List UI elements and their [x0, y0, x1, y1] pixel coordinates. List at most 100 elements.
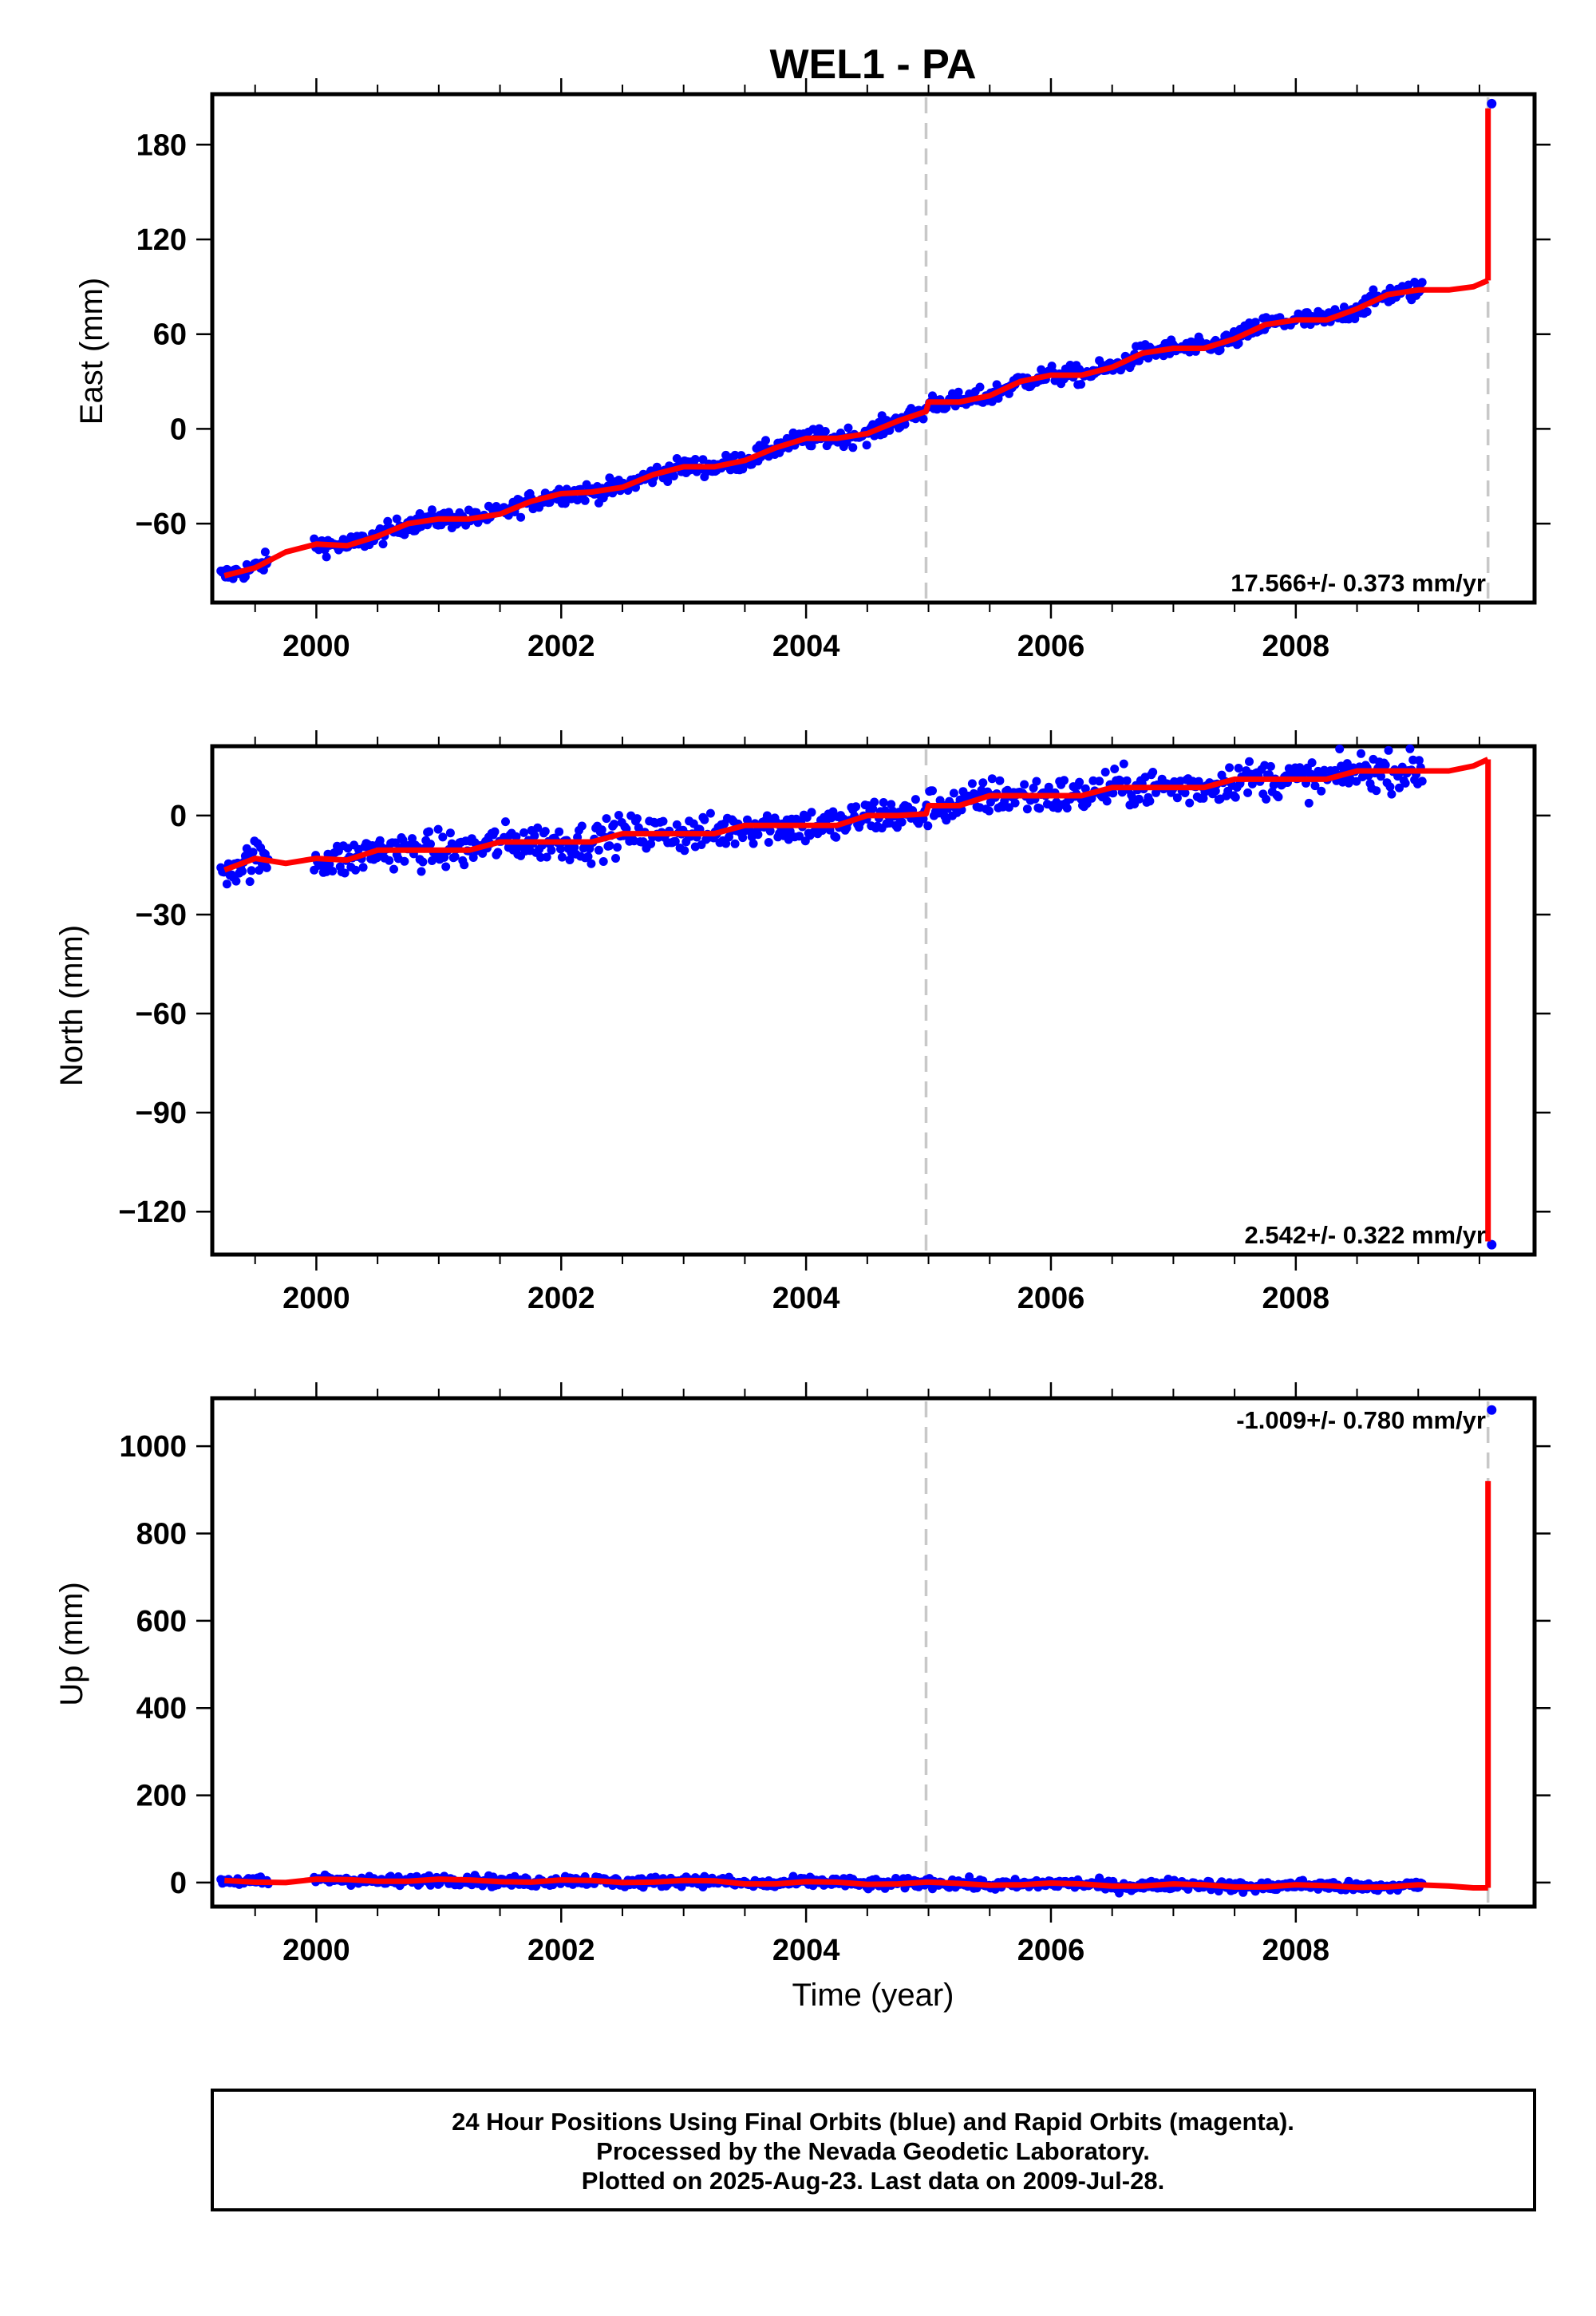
data-point	[832, 832, 841, 842]
y-tick-label: −60	[136, 998, 187, 1031]
data-point	[698, 455, 708, 464]
y-tick-label: 400	[136, 1692, 187, 1725]
data-point	[730, 839, 740, 848]
data-point	[613, 843, 622, 852]
data-point	[761, 436, 770, 445]
data-point	[862, 441, 871, 450]
outlier-point	[1487, 1405, 1497, 1415]
data-point	[918, 414, 928, 424]
data-point	[611, 854, 620, 863]
data-point	[1134, 794, 1144, 804]
outlier-point	[1487, 98, 1497, 109]
model-trend-line	[223, 278, 1490, 579]
data-point	[1010, 798, 1020, 808]
x-tick-label: 2002	[527, 1282, 595, 1315]
data-point	[1180, 788, 1190, 797]
data-point	[658, 816, 668, 826]
data-point	[512, 832, 521, 841]
data-point	[1145, 796, 1155, 806]
footer-box: 24 Hour Positions Using Final Orbits (bl…	[211, 2089, 1536, 2211]
y-tick-label: 1000	[119, 1430, 187, 1464]
data-point	[670, 836, 680, 846]
data-point	[1372, 786, 1381, 796]
data-point	[1417, 777, 1427, 786]
data-point	[438, 832, 448, 842]
data-point	[1152, 788, 1160, 797]
data-point	[1172, 793, 1182, 803]
data-point	[1384, 745, 1393, 755]
data-point	[874, 417, 883, 427]
y-tick-label: −90	[136, 1097, 187, 1130]
data-point	[1352, 777, 1361, 786]
up-panel: Up (mm) 2000 2002 2004 2006 2008 0 200 400 600 80…	[54, 1382, 1551, 1967]
data-point	[358, 863, 368, 872]
data-point	[555, 827, 564, 836]
data-point	[372, 853, 381, 863]
x-tick-label: 2008	[1262, 1934, 1330, 1967]
data-point	[417, 867, 426, 876]
data-point	[493, 848, 503, 857]
data-point	[1108, 788, 1118, 798]
data-point	[949, 788, 958, 798]
data-point	[238, 867, 247, 876]
x-tick-label: 2004	[772, 1934, 840, 1967]
data-point	[1060, 776, 1069, 785]
data-point	[565, 856, 575, 864]
x-tick-label: 2006	[1017, 1282, 1085, 1315]
data-point	[516, 512, 526, 522]
data-point	[1122, 776, 1132, 785]
data-point	[672, 820, 681, 829]
data-point	[1020, 780, 1029, 789]
data-point	[542, 852, 551, 862]
x-tick-label: 2008	[1262, 630, 1330, 663]
data-point	[231, 876, 241, 886]
model-trend-line	[224, 1876, 1488, 1891]
data-point	[400, 856, 409, 866]
data-point	[602, 814, 611, 824]
data-point	[605, 841, 614, 851]
data-point	[245, 877, 255, 887]
data-point	[1035, 804, 1045, 813]
data-point	[247, 866, 256, 875]
data-point	[1339, 302, 1349, 312]
data-point	[450, 852, 460, 861]
data-point	[392, 514, 401, 524]
footer-frame	[211, 2089, 1536, 2211]
data-point	[594, 845, 603, 855]
y-tick-label: 0	[170, 1867, 187, 1900]
data-point	[383, 516, 393, 526]
data-point	[540, 827, 550, 836]
data-point	[1110, 765, 1120, 773]
data-point	[1381, 761, 1390, 770]
model-trend-line	[223, 757, 1490, 873]
data-point	[573, 496, 583, 505]
data-point	[1095, 777, 1104, 786]
data-point	[1004, 803, 1013, 812]
data-point	[868, 804, 878, 813]
data-point	[730, 450, 740, 460]
chart-title: WEL1 - PA	[769, 41, 976, 88]
footer-line-orbits: 24 Hour Positions Using Final Orbits (bl…	[452, 2108, 1294, 2136]
data-point	[1144, 354, 1153, 363]
data-point	[807, 441, 816, 451]
data-point	[557, 852, 567, 862]
rate-label: 17.566+/- 0.373 mm/yr	[1231, 569, 1486, 597]
data-point	[1369, 285, 1378, 294]
data-point	[1185, 798, 1195, 808]
y-tick-label: −120	[118, 1196, 187, 1229]
y-tick-label: 180	[136, 128, 187, 162]
data-point	[942, 816, 951, 825]
data-point	[418, 857, 428, 867]
x-tick-label: 2004	[772, 630, 840, 663]
y-tick-label: 0	[170, 413, 187, 446]
data-point	[1317, 786, 1326, 796]
data-point	[556, 844, 565, 854]
data-point	[978, 778, 988, 788]
data-point	[597, 825, 606, 835]
data-point	[1211, 786, 1220, 796]
data-point	[700, 815, 709, 824]
data-point	[663, 477, 673, 486]
footer-line-processed: Processed by the Nevada Geodetic Laborat…	[596, 2137, 1150, 2165]
data-point	[570, 843, 579, 852]
x-tick-label: 2000	[282, 630, 350, 663]
